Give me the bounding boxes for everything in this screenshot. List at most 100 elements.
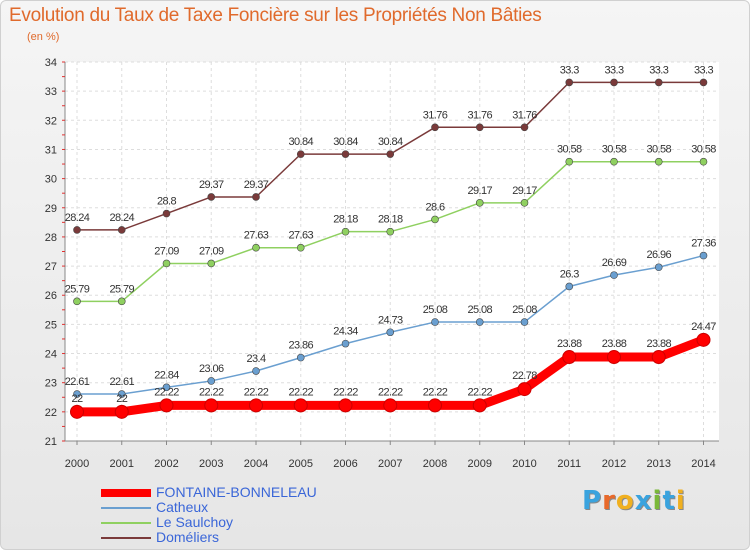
data-point: [699, 157, 708, 166]
x-tick-label: 2011: [557, 458, 581, 470]
data-label: 33.3: [604, 64, 623, 76]
logo-letter: P: [582, 486, 603, 516]
data-point: [341, 227, 350, 236]
data-label: 30.58: [602, 144, 627, 156]
data-point: [475, 123, 484, 132]
data-point: [610, 78, 618, 87]
x-tick-label: 2001: [110, 458, 134, 470]
data-label: 23.88: [557, 338, 582, 350]
data-point: [293, 398, 308, 413]
data-point: [517, 382, 532, 397]
legend-label: Doméliers: [156, 529, 220, 545]
data-label: 22.61: [109, 376, 134, 388]
y-tick-label: 30: [45, 174, 57, 186]
y-tick-label: 23: [45, 378, 57, 390]
data-label: 22.61: [65, 376, 90, 388]
data-label: 22.22: [423, 386, 448, 398]
data-label: 27.63: [244, 230, 269, 242]
data-point: [699, 251, 708, 260]
data-point: [565, 282, 574, 291]
data-point: [654, 78, 663, 87]
x-tick-label: 2010: [512, 458, 536, 470]
data-label: 22.78: [512, 370, 537, 382]
data-label: 33.3: [694, 64, 713, 76]
data-point: [607, 350, 621, 365]
x-tick-label: 2003: [199, 458, 223, 470]
series-le-saulchoy: 25.79 25.79 27.09 27.09 27.63 27.63 28.18 28.18…: [65, 144, 717, 306]
data-point: [386, 328, 395, 337]
data-label: 22: [116, 393, 128, 405]
data-point: [252, 193, 260, 201]
x-tick-label: 2005: [289, 458, 313, 470]
data-point: [296, 353, 305, 362]
chart-unit-label: (en %): [27, 31, 60, 43]
x-tick-label: 2013: [647, 458, 671, 470]
data-label: 23.4: [246, 353, 265, 365]
data-label: 26.96: [646, 249, 671, 261]
x-tick-label: 2000: [65, 458, 89, 470]
data-point: [207, 259, 216, 268]
data-point: [162, 209, 171, 218]
x-tick-label: 2004: [244, 458, 268, 470]
legend-swatch: [101, 522, 151, 524]
y-tick-label: 21: [45, 436, 57, 448]
data-label: 31.76: [423, 109, 448, 121]
logo-letter: i: [652, 486, 663, 516]
data-point: [520, 123, 529, 132]
data-label: 27.09: [154, 245, 179, 257]
data-label: 25.08: [423, 304, 448, 316]
y-tick-label: 27: [45, 261, 57, 273]
logo-letter: i: [675, 486, 686, 516]
legend-swatch: [101, 537, 151, 539]
series-domeliers: 28.24 28.24 28.8 29.37 29.37 30.84 30.84 30.84 3…: [65, 64, 714, 234]
data-point: [699, 78, 708, 87]
data-label: 25.08: [467, 304, 492, 316]
proxiti-logo: Proxiti: [582, 486, 686, 516]
data-label: 28.24: [109, 212, 134, 224]
data-point: [565, 157, 574, 166]
data-point: [428, 398, 442, 413]
data-label: 22: [71, 393, 83, 405]
data-label: 22.22: [199, 386, 224, 398]
x-tick-label: 2008: [423, 458, 447, 470]
data-label: 27.63: [288, 230, 313, 242]
data-point: [73, 226, 81, 234]
data-point: [383, 398, 398, 413]
data-label: 25.79: [65, 283, 90, 295]
data-label: 22.22: [288, 386, 313, 398]
data-point: [296, 243, 305, 252]
data-point: [472, 398, 487, 413]
data-label: 28.24: [65, 212, 90, 224]
data-point: [252, 367, 260, 375]
data-label: 28.18: [378, 214, 403, 226]
data-point: [70, 404, 84, 419]
legend-label: Catheux: [156, 499, 209, 515]
line-chart: 21 22 23 24 25 26 27 28 29 30 31 32 33 34 2000 2001 2002…: [45, 57, 719, 470]
y-tick-label: 33: [45, 86, 57, 98]
data-point: [117, 297, 126, 306]
data-label: 30.84: [333, 136, 358, 148]
data-label: 22.22: [467, 386, 492, 398]
chart-title: Evolution du Taux de Taxe Foncière sur l…: [9, 5, 542, 26]
x-tick-label: 2009: [468, 458, 492, 470]
data-point: [73, 390, 81, 398]
data-point: [249, 398, 263, 413]
data-label: 30.84: [378, 136, 403, 148]
logo-letter: o: [615, 486, 635, 516]
data-label: 23.88: [646, 338, 671, 350]
data-label: 28.18: [333, 214, 358, 226]
data-label: 30.58: [557, 144, 582, 156]
data-point: [252, 243, 260, 252]
data-label: 28.6: [425, 201, 444, 213]
data-point: [475, 199, 484, 207]
data-label: 27.09: [199, 245, 224, 257]
data-label: 26.3: [560, 268, 579, 280]
data-label: 25.08: [512, 304, 537, 316]
data-point: [73, 297, 81, 306]
data-point: [520, 318, 529, 326]
plot-area: [65, 62, 719, 441]
data-point: [565, 78, 574, 87]
y-tick-label: 28: [45, 232, 57, 244]
data-label: 22.22: [378, 386, 403, 398]
